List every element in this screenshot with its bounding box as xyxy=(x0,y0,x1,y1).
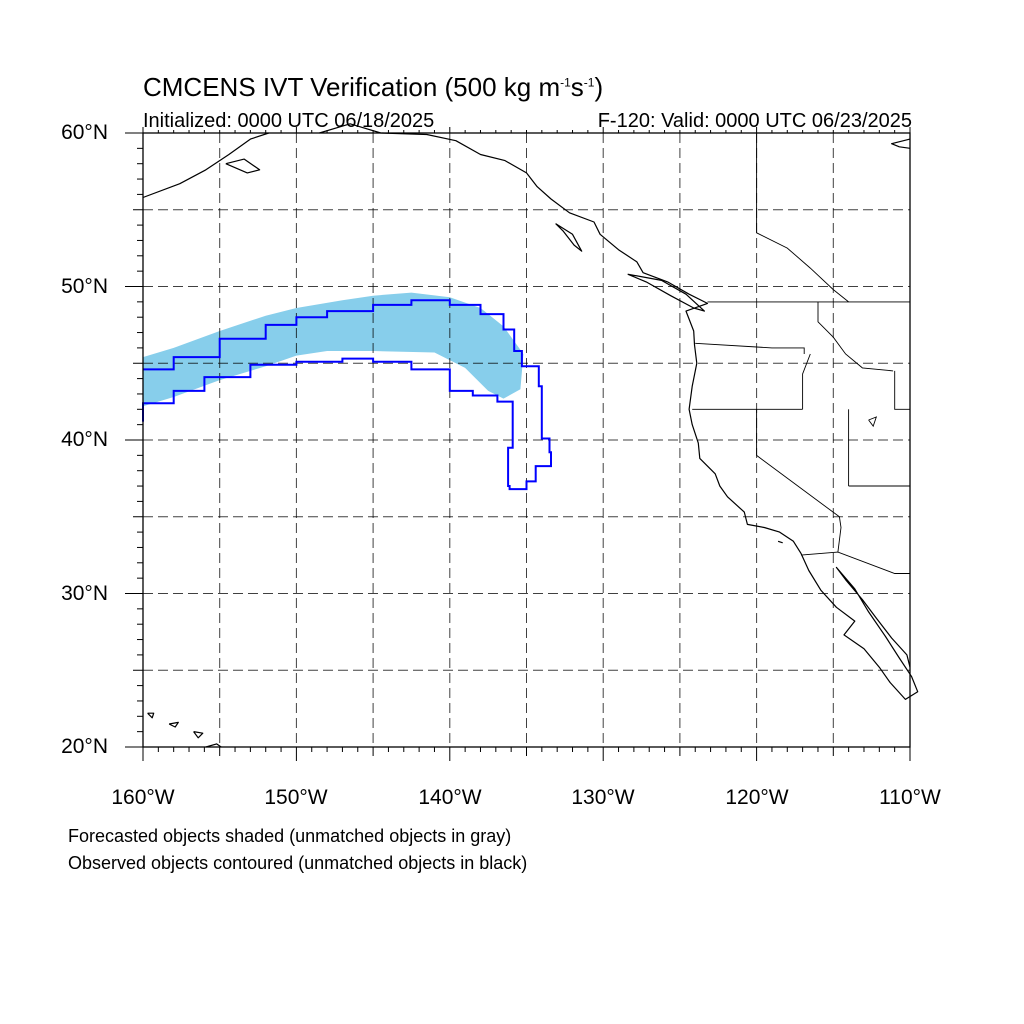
lon-label-150w: 150°W xyxy=(264,786,328,809)
channel-island xyxy=(777,540,783,544)
lat-label-50n: 50°N xyxy=(61,275,108,298)
border-idaho-montana xyxy=(817,301,894,372)
border-idaho-west xyxy=(802,353,811,410)
valid-time: F-120: Valid: 0000 UTC 06/23/2025 xyxy=(597,110,912,132)
border-bc-alberta xyxy=(756,133,849,303)
border-california-nevada xyxy=(756,409,842,553)
great-salt-lake xyxy=(868,416,878,428)
observed-object-layer xyxy=(142,299,552,491)
initialized-time: Initialized: 0000 UTC 06/18/2025 xyxy=(143,110,435,132)
maui xyxy=(193,731,204,739)
big-island-hawaii xyxy=(205,743,222,748)
observed-ivt-contour xyxy=(142,299,552,491)
coastline-layer xyxy=(142,123,919,748)
kodiak-island xyxy=(225,158,261,174)
border-oregon-washington xyxy=(695,342,805,354)
lat-label-40n: 40°N xyxy=(61,428,108,451)
lon-label-120w: 120°W xyxy=(725,786,789,809)
alaska-peninsula-coast xyxy=(142,132,269,199)
haida-gwaii xyxy=(555,223,583,252)
border-us-mexico xyxy=(801,551,910,574)
lat-label-60n: 60°N xyxy=(61,121,108,144)
border-utah-wyoming xyxy=(894,370,910,410)
lat-label-20n: 20°N xyxy=(61,735,108,758)
observed-legend-note: Observed objects contoured (unmatched ob… xyxy=(68,853,528,873)
graticule-layer xyxy=(143,133,910,747)
hudson-strait-coast xyxy=(890,138,911,149)
oahu xyxy=(168,721,179,728)
lon-label-140w: 140°W xyxy=(418,786,482,809)
axis-ticks xyxy=(125,127,911,761)
map-title: CMCENS IVT Verification (500 kg m-1s-1) xyxy=(143,72,604,102)
forecast-object-layer xyxy=(143,292,524,407)
forecast-legend-note: Forecasted objects shaded (unmatched obj… xyxy=(68,826,512,846)
coastline-north-america xyxy=(319,123,919,701)
lat-label-30n: 30°N xyxy=(61,582,108,605)
kauai xyxy=(147,712,155,719)
vancouver-island xyxy=(627,273,706,312)
lon-label-110w: 110°W xyxy=(879,786,941,809)
lon-label-160w: 160°W xyxy=(111,786,175,809)
forecast-ivt-object xyxy=(143,292,524,407)
lon-label-130w: 130°W xyxy=(571,786,635,809)
